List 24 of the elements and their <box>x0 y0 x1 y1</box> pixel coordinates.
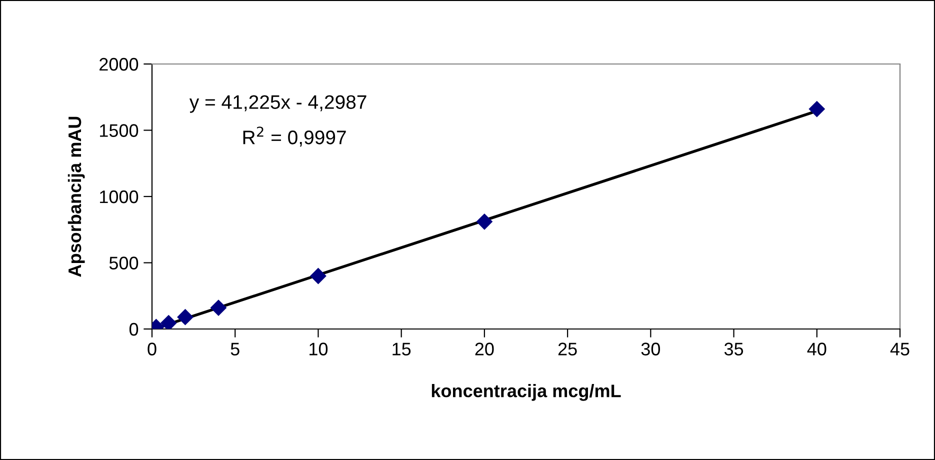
y-tick-label: 1500 <box>100 124 138 137</box>
point <box>210 300 227 316</box>
y-tick-label: 0 <box>129 322 138 336</box>
x-tick-label: 0 <box>148 342 156 356</box>
annotation: y = 41,225x - 4,2987 <box>189 95 366 113</box>
y-axis-title: Apsorbancija mAU <box>68 116 85 277</box>
x-tick-label: 40 <box>807 342 826 356</box>
x-tick-label: 20 <box>475 342 494 356</box>
x-tick-label: 25 <box>558 342 577 356</box>
y-tick-label: 1000 <box>100 190 138 204</box>
x-tick-label: 5 <box>230 342 240 356</box>
x-axis-title: koncentracija mcg/mL <box>432 384 621 401</box>
annotation: R$^{2}$ = 0,9997 <box>243 126 346 147</box>
y-tick-label: 2000 <box>100 58 138 71</box>
x-tick-label: 10 <box>310 342 328 356</box>
x-tick-label: 45 <box>890 342 910 356</box>
point <box>476 213 493 230</box>
x-tick-label: 35 <box>724 342 744 356</box>
x-tick-label: 15 <box>392 342 411 356</box>
point <box>310 268 326 284</box>
x-tick-label: 30 <box>641 342 660 356</box>
point <box>177 308 194 326</box>
y-tick-label: 500 <box>109 256 138 270</box>
point <box>808 100 826 118</box>
